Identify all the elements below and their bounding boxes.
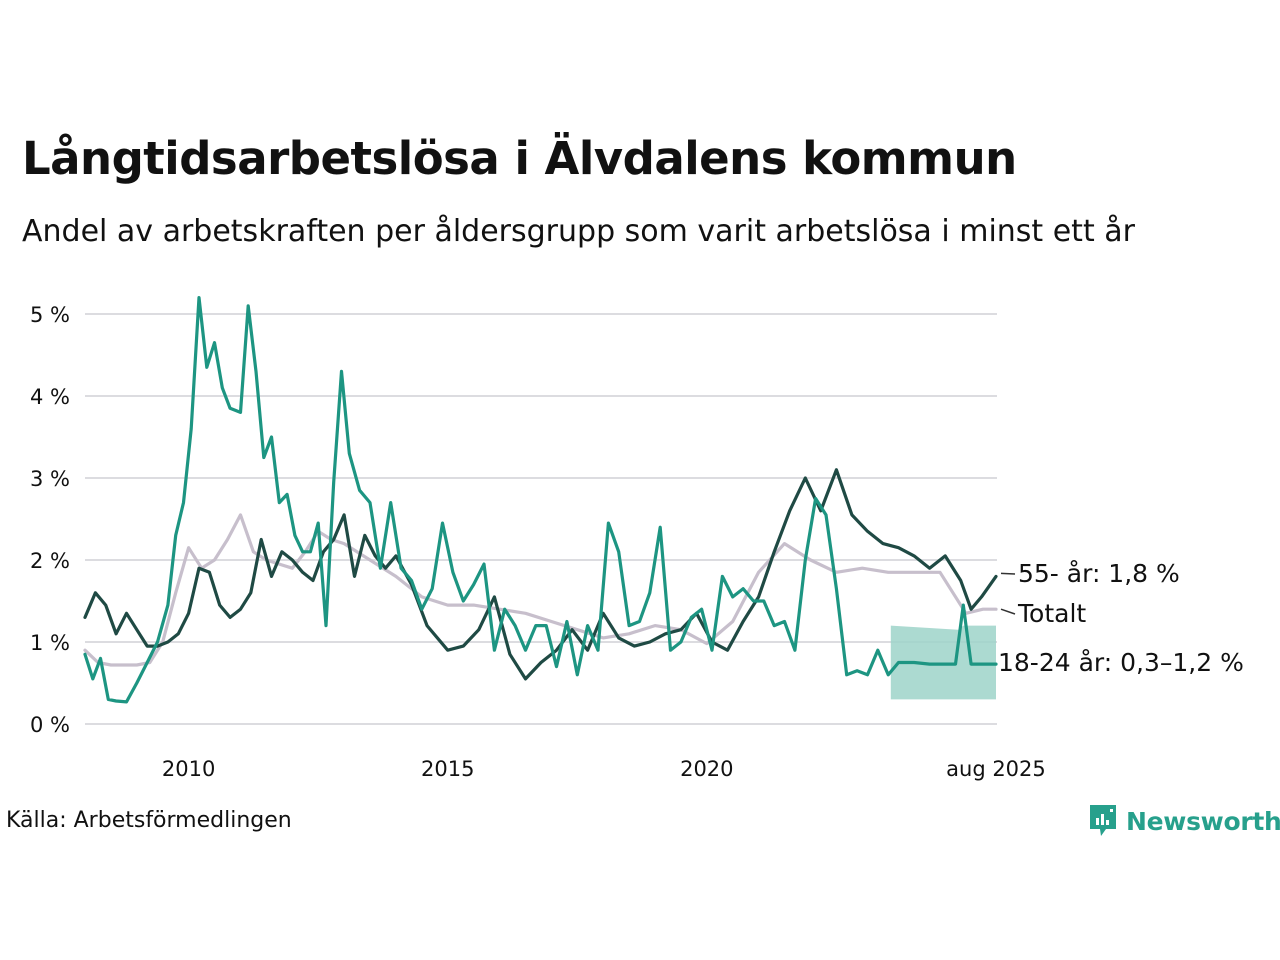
x-axis-ticks: 2010 2015 2020 aug 2025 [162,757,1046,781]
label-leader-55plus [1000,572,1016,575]
series-label-18_24: 18-24 år: 0,3–1,2 % [998,648,1244,677]
y-tick-label: 5 % [30,303,70,327]
y-tick-label: 0 % [30,713,70,737]
series-line-totalt [83,513,998,667]
y-tick-label: 4 % [30,385,70,409]
y-tick-label: 2 % [30,549,70,573]
y-axis-ticks: 0 % 1 % 2 % 3 % 4 % 5 % [30,303,70,737]
newsworthy-logo-icon [1090,805,1116,836]
newsworthy-logo: Newsworthy [1088,803,1280,839]
x-tick-label: 2020 [680,757,733,781]
x-tick-label: 2010 [162,757,215,781]
brand-name: Newsworthy [1126,806,1280,836]
chart-subtitle: Andel av arbetskraften per åldersgrupp s… [22,214,1135,249]
grid-lines [85,313,997,725]
source-note: Källa: Arbetsförmedlingen [6,808,292,833]
label-leader-totalt [1000,608,1016,615]
chart-title: Långtidsarbetslösa i Älvdalens kommun [22,132,1017,185]
x-tick-label: aug 2025 [946,757,1046,781]
series-label-totalt: Totalt [1017,599,1086,628]
y-tick-label: 3 % [30,467,70,491]
series-lines [83,296,998,704]
series-line-18_24 [83,296,998,704]
series-line-55plus [83,468,998,681]
series-labels: Totalt 55- år: 1,8 % 18-24 år: 0,3–1,2 % [998,559,1244,677]
series-label-55plus: 55- år: 1,8 % [1018,559,1180,588]
y-tick-label: 1 % [30,631,70,655]
x-tick-label: 2015 [421,757,474,781]
